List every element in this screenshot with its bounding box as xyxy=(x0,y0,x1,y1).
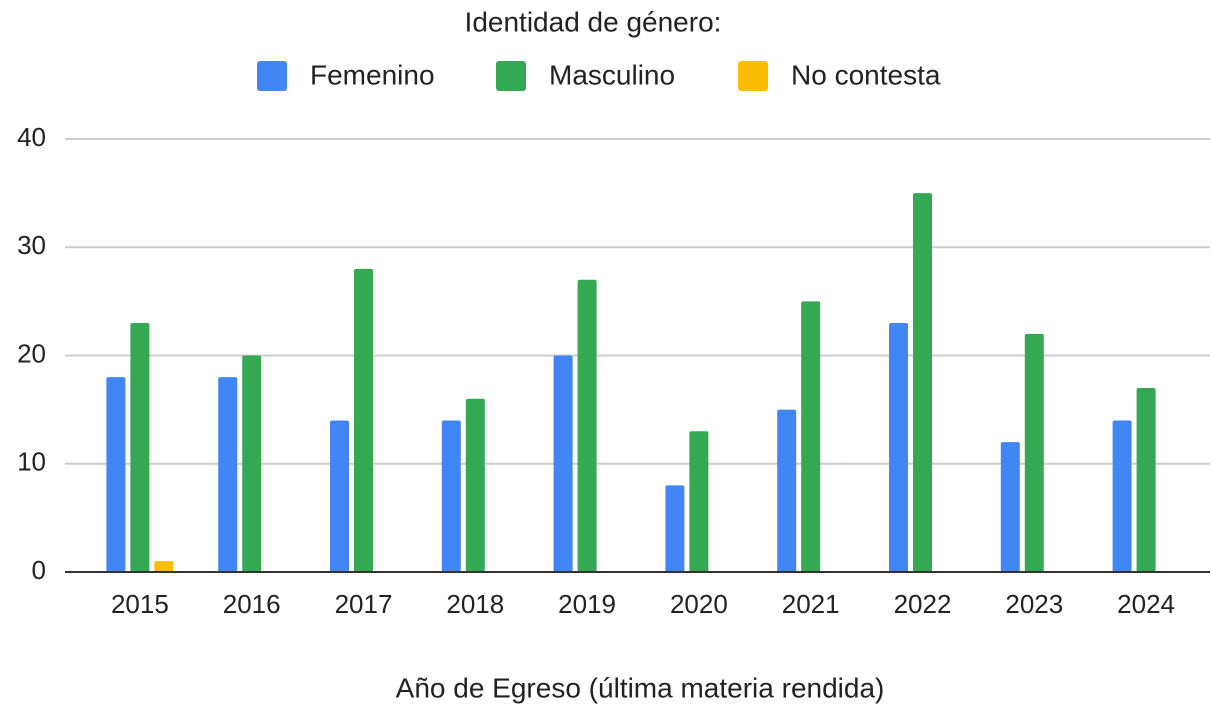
x-tick-label: 2023 xyxy=(1005,589,1063,619)
bar xyxy=(553,355,573,572)
x-tick-label: 2017 xyxy=(335,589,393,619)
bar xyxy=(154,561,174,572)
bar xyxy=(330,420,349,572)
bar xyxy=(465,398,485,572)
x-tick-label: 2019 xyxy=(558,589,616,619)
bar xyxy=(801,301,821,572)
x-tick-label: 2022 xyxy=(894,589,952,619)
bar xyxy=(777,409,797,572)
chart-title: Identidad de género: xyxy=(465,6,722,37)
legend-label: Femenino xyxy=(310,59,435,90)
bar xyxy=(218,377,238,572)
y-tick-label: 0 xyxy=(32,555,46,585)
x-tick-label: 2016 xyxy=(223,589,281,619)
x-tick-label: 2018 xyxy=(446,589,504,619)
bar xyxy=(1136,387,1156,572)
y-tick-label: 20 xyxy=(17,338,46,368)
bar xyxy=(1112,420,1132,572)
y-tick-label: 10 xyxy=(17,447,46,477)
bar xyxy=(130,323,150,572)
legend-label: No contesta xyxy=(791,59,941,90)
y-tick-label: 30 xyxy=(17,230,46,260)
bar xyxy=(577,279,597,572)
y-tick-label: 40 xyxy=(17,122,46,152)
bar xyxy=(665,485,685,572)
bar xyxy=(689,431,709,572)
bar xyxy=(441,420,461,572)
x-tick-label: 2021 xyxy=(782,589,840,619)
x-tick-label: 2024 xyxy=(1117,589,1175,619)
legend-swatch xyxy=(257,61,287,91)
bar xyxy=(1000,442,1020,572)
legend-label: Masculino xyxy=(549,59,675,90)
legend-swatch xyxy=(738,61,768,91)
bar xyxy=(913,193,932,572)
bar xyxy=(106,377,126,572)
bar xyxy=(242,355,262,572)
bar xyxy=(354,268,373,572)
bar xyxy=(889,323,908,572)
legend-swatch xyxy=(496,61,526,91)
bar xyxy=(1024,333,1044,572)
x-axis-title: Año de Egreso (última materia rendida) xyxy=(396,672,885,703)
x-tick-label: 2015 xyxy=(111,589,169,619)
x-tick-label: 2020 xyxy=(670,589,728,619)
